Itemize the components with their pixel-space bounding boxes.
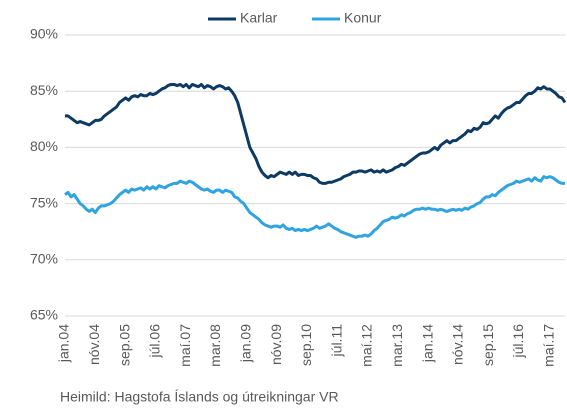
x-tick-label: maí.07 [177, 324, 193, 367]
x-tick-label: jan.09 [238, 324, 254, 363]
x-tick-label: nóv.04 [86, 324, 102, 365]
legend-label: Konur [344, 10, 382, 26]
y-tick-label: 85% [30, 82, 58, 98]
x-tick-label: nóv.09 [268, 324, 284, 365]
source: Heimild: Hagstofa Íslands og útreikninga… [60, 389, 339, 405]
x-tick-label: maí.12 [359, 324, 375, 367]
legend-label: Karlar [240, 10, 278, 26]
x-tick-label: jan.04 [56, 324, 72, 363]
x-tick-label: júl.16 [510, 324, 526, 359]
line-series [64, 175, 565, 239]
line-series [65, 82, 567, 185]
x-tick-label: maí.17 [541, 324, 557, 367]
y-tick-label: 80% [30, 138, 58, 154]
x-tick-label: jan.14 [419, 324, 435, 363]
x-tick-label: júl.11 [328, 324, 344, 358]
y-tick-label: 70% [30, 251, 58, 267]
y-tick-label: 65% [30, 307, 58, 323]
x-tick-label: sep.10 [298, 324, 314, 366]
y-tick-label: 90% [30, 26, 58, 42]
x-tick-label: mar.13 [389, 324, 405, 367]
x-tick-label: júl.06 [147, 324, 163, 359]
x-tick-label: nóv.14 [450, 324, 466, 365]
y-tick-label: 75% [30, 194, 58, 210]
x-tick-label: sep.15 [480, 324, 496, 366]
x-tick-label: sep.05 [116, 324, 132, 366]
x-tick-label: mar.08 [207, 324, 223, 367]
